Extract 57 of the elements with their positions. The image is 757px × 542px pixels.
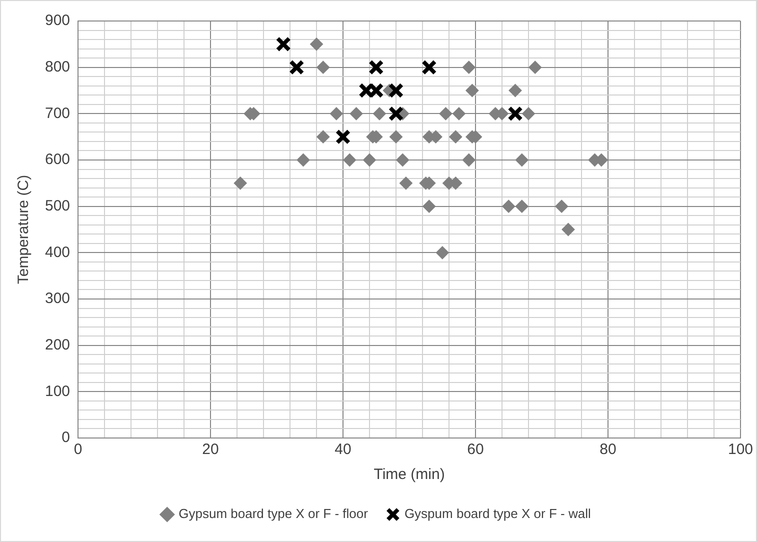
- y-tick-label: 500: [44, 197, 70, 214]
- x-tick-label: 60: [467, 441, 484, 458]
- point: [388, 82, 404, 98]
- x-tick-label: 100: [728, 441, 753, 458]
- x-tick-label: 80: [600, 441, 616, 458]
- point: [449, 130, 462, 144]
- y-tick-label: 900: [44, 12, 70, 30]
- point: [316, 60, 330, 74]
- point: [508, 84, 522, 97]
- point: [436, 246, 449, 260]
- point: [555, 200, 568, 213]
- point: [421, 60, 437, 75]
- point: [396, 154, 410, 166]
- point: [466, 84, 479, 97]
- legend-label: Gypsum board type X or F - floor: [178, 506, 369, 522]
- x-tick-label: 40: [334, 441, 352, 458]
- point: [316, 130, 330, 144]
- point: [363, 154, 376, 166]
- point: [310, 38, 324, 51]
- point: [368, 60, 384, 75]
- y-tick-label: 700: [44, 104, 70, 122]
- point: [399, 176, 412, 190]
- point: [515, 200, 528, 213]
- point: [515, 154, 528, 166]
- point: [296, 154, 310, 166]
- point: [508, 106, 523, 122]
- point: [350, 107, 363, 120]
- point: [288, 60, 304, 75]
- y-tick-label: 800: [44, 58, 70, 76]
- point: [343, 154, 356, 166]
- y-tick-label: 200: [44, 336, 70, 354]
- y-tick-label: 100: [44, 382, 70, 400]
- point: [422, 200, 436, 213]
- point: [390, 130, 403, 144]
- point: [388, 106, 404, 122]
- point: [452, 107, 466, 120]
- y-tick-label: 0: [62, 429, 70, 446]
- legend-label: Gyspum board type X or F - wall: [404, 506, 591, 522]
- y-tick-label: 300: [44, 290, 70, 308]
- x-tick-label: 20: [202, 441, 219, 458]
- x-tick-label: 0: [74, 441, 82, 458]
- y-tick-label: 600: [44, 151, 70, 168]
- y-tick-label: 400: [44, 244, 70, 261]
- point: [462, 60, 476, 74]
- y-axis-title: Temperature (C): [15, 174, 32, 284]
- point: [372, 107, 386, 120]
- point: [528, 60, 542, 74]
- point: [276, 36, 292, 52]
- x-axis-title: Time (min): [374, 466, 445, 484]
- point: [330, 107, 343, 120]
- point: [462, 154, 476, 166]
- point: [562, 223, 575, 236]
- point: [522, 107, 535, 120]
- point: [439, 107, 452, 120]
- point: [335, 129, 351, 144]
- point: [502, 200, 516, 213]
- point: [234, 176, 247, 190]
